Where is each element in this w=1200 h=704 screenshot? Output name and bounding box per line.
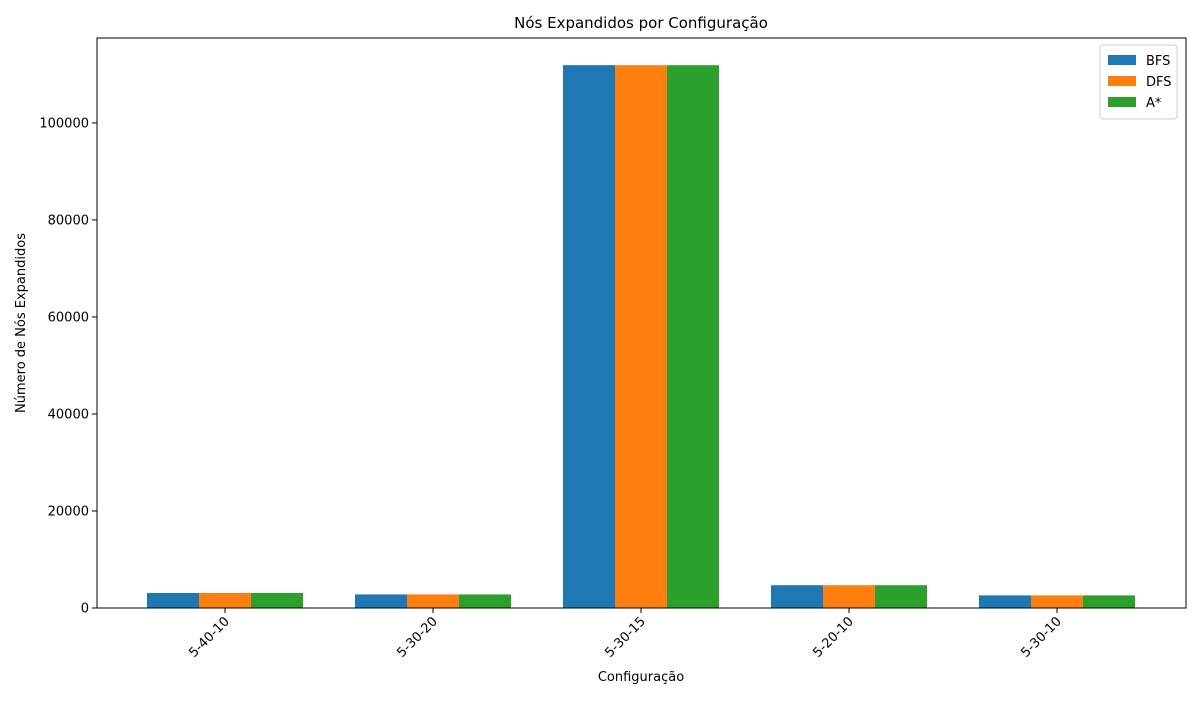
legend-label: A* [1146, 96, 1162, 111]
bar-a-5-30-10 [1083, 595, 1135, 608]
bar-dfs-5-40-10 [199, 592, 251, 608]
bar-a-5-30-20 [459, 594, 511, 608]
x-tick-label: 5-40-10 [186, 614, 232, 660]
legend: BFS DFS A* [1099, 44, 1178, 120]
bar-a-5-30-15 [667, 65, 719, 608]
bar-a-5-20-10 [875, 585, 927, 608]
y-tick-label: 60000 [48, 310, 89, 325]
x-tick-label: 5-20-10 [810, 614, 856, 660]
legend-label: BFS [1146, 54, 1170, 69]
bars-layer [147, 65, 1135, 608]
y-axis-label: Número de Nós Expandidos [14, 233, 29, 413]
y-tick-label: 20000 [48, 504, 89, 519]
bar-dfs-5-30-10 [1031, 595, 1083, 608]
bar-bfs-5-30-15 [563, 65, 615, 608]
legend-swatch [1108, 55, 1136, 65]
bar-a-5-40-10 [251, 592, 303, 608]
legend-swatch [1108, 97, 1136, 107]
bar-bfs-5-20-10 [771, 585, 823, 608]
x-tick-label: 5-30-10 [1018, 614, 1064, 660]
chart-title: Nós Expandidos por Configuração [514, 14, 768, 32]
x-tick-label: 5-30-20 [394, 614, 440, 660]
y-tick-label: 0 [81, 602, 89, 617]
legend-label: DFS [1146, 75, 1172, 90]
bar-dfs-5-30-15 [615, 65, 667, 608]
x-axis: 5-40-10 5-30-20 5-30-15 5-20-10 5-30-10 [186, 608, 1065, 661]
x-tick-label: 5-30-15 [602, 614, 648, 660]
legend-swatch [1108, 76, 1136, 86]
bar-bfs-5-30-10 [979, 595, 1031, 608]
y-tick-label: 40000 [48, 407, 89, 422]
bar-bfs-5-30-20 [355, 594, 407, 608]
bar-dfs-5-30-20 [407, 594, 459, 608]
x-axis-label: Configuração [598, 670, 684, 685]
y-axis: 0 20000 40000 60000 80000 100000 [39, 116, 97, 617]
y-tick-label: 80000 [48, 213, 89, 228]
bar-dfs-5-20-10 [823, 585, 875, 608]
y-tick-label: 100000 [39, 116, 89, 131]
bar-bfs-5-40-10 [147, 592, 199, 608]
